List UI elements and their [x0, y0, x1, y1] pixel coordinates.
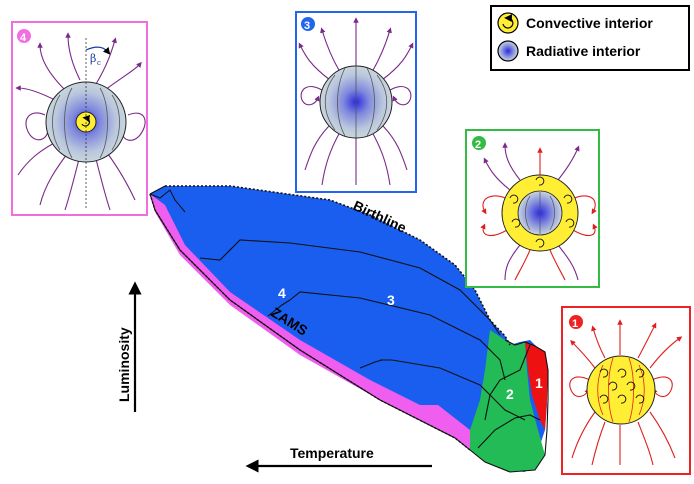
track-line [359, 359, 383, 369]
panel-4-badge [17, 29, 31, 43]
panel-1: 1 [561, 306, 691, 475]
panel-4: 4 β c [11, 21, 148, 216]
luminosity-label: Luminosity [116, 327, 132, 402]
beta-subscript: c [97, 59, 101, 67]
legend: Convective interior Radiative interior [490, 5, 690, 71]
panel-2-badge [472, 136, 486, 150]
region-4-label: 4 [278, 285, 286, 301]
panel-3: 3 [295, 11, 417, 193]
beta-label: β [90, 52, 96, 65]
birthline-curve [165, 185, 511, 346]
panel-4-number: 4 [20, 32, 27, 44]
track-line [227, 239, 501, 336]
track-line [289, 291, 506, 381]
zams-curve [149, 193, 471, 451]
track-line [267, 299, 291, 317]
track-line [199, 247, 233, 261]
luminosity-axis: Luminosity [116, 281, 142, 412]
region-1-shape [525, 342, 548, 430]
region-1-label: 1 [535, 375, 543, 391]
legend-convective-label: Convective interior [526, 15, 653, 31]
track-line [484, 344, 531, 421]
panel-2-number: 2 [475, 139, 481, 151]
region-3-shape [150, 186, 547, 472]
panel-1-number: 1 [572, 318, 578, 330]
temperature-axis: Temperature [245, 445, 432, 473]
panel-2: 2 [465, 129, 600, 288]
track-line [477, 414, 541, 449]
region-3-label: 3 [387, 292, 395, 308]
temperature-label: Temperature [290, 445, 374, 461]
convective-swatch-icon [497, 12, 519, 34]
panel-3-number: 3 [304, 20, 310, 32]
legend-radiative-label: Radiative interior [526, 43, 641, 59]
panel-3-badge [301, 17, 315, 31]
region-2-label: 2 [506, 386, 514, 402]
region-4-shape [150, 194, 470, 450]
track-line [380, 359, 526, 421]
panel-1-badge [569, 315, 583, 329]
hr-diagram [149, 185, 549, 473]
radiative-swatch-icon [497, 40, 519, 62]
